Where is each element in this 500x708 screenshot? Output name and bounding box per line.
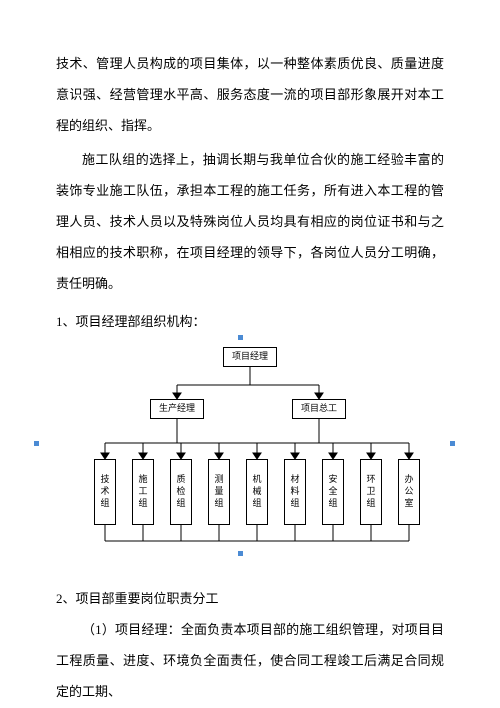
org-chart: 项目经理 生产经理 项目总工 技术组 施工组 质检组 测量组 机械组 材料组 安… (56, 341, 444, 565)
node-leaf-0: 技术组 (94, 459, 116, 525)
paragraph-2: 施工队组的选择上，抽调长期与我单位合伙的施工经验丰富的装饰专业施工队伍，承担本工… (56, 144, 444, 300)
chart-connectors (56, 341, 444, 565)
selection-marker (450, 441, 455, 446)
section-2-title: 2、项目部重要岗位职责分工 (56, 583, 444, 614)
node-leaf-7: 环卫组 (360, 459, 382, 525)
node-root: 项目经理 (223, 347, 277, 367)
node-leaf-4: 机械组 (246, 459, 268, 525)
node-leaf-6: 安全组 (322, 459, 344, 525)
node-leaf-8: 办公室 (398, 459, 420, 525)
selection-marker (238, 335, 243, 340)
node-mid-0: 生产经理 (150, 399, 204, 419)
node-mid-1: 项目总工 (292, 399, 346, 419)
paragraph-1: 技术、管理人员构成的项目集体，以一种整体素质优良、质量进度意识强、经营管理水平高… (56, 48, 444, 142)
section-1-title: 1、项目经理部组织机构： (56, 306, 444, 337)
paragraph-3: （1）项目经理：全面负责本项目部的施工组织管理，对项目目工程质量、进度、环境负全… (56, 614, 444, 708)
node-leaf-3: 测量组 (208, 459, 230, 525)
node-leaf-1: 施工组 (132, 459, 154, 525)
node-leaf-5: 材料组 (284, 459, 306, 525)
node-leaf-2: 质检组 (170, 459, 192, 525)
selection-marker (34, 441, 39, 446)
